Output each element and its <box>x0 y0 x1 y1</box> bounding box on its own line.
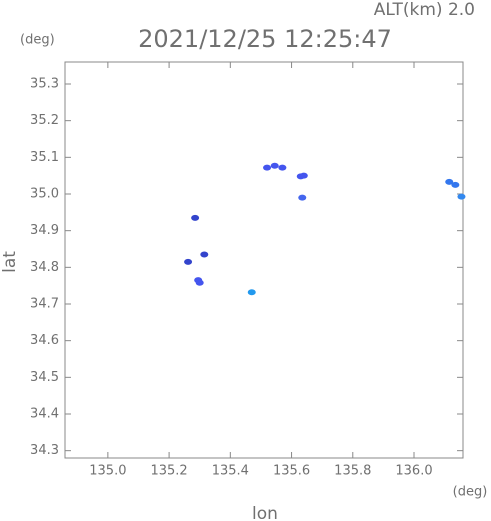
y-tick-label: 34.9 <box>30 223 59 238</box>
echo <box>299 172 308 179</box>
echo <box>195 279 204 286</box>
echo <box>247 289 256 296</box>
echo <box>263 164 272 171</box>
echo <box>445 178 454 185</box>
x-tick-label: 135.0 <box>89 464 126 479</box>
y-tick-label: 34.8 <box>30 260 59 275</box>
y-tick-label: 35.1 <box>30 150 59 165</box>
y-tick-label: 35.3 <box>30 77 59 92</box>
x-tick-label: 135.6 <box>273 464 310 479</box>
x-axis-label: lon <box>252 504 278 521</box>
x-tick-label: 135.2 <box>150 464 187 479</box>
y-tick-label: 34.5 <box>30 370 59 385</box>
chart-title: 2021/12/25 12:25:47 <box>138 25 392 53</box>
y-tick-label: 34.7 <box>30 297 59 312</box>
echo <box>191 214 200 221</box>
echo <box>270 162 279 169</box>
altitude-label: ALT(km) 2.0 <box>374 0 475 20</box>
y-tick-label: 35.0 <box>30 187 59 202</box>
x-tick-label: 136.0 <box>395 464 432 479</box>
x-tick-label: 135.4 <box>212 464 249 479</box>
x-tick-label: 135.8 <box>334 464 371 479</box>
echo <box>200 251 209 258</box>
echo <box>184 258 193 265</box>
y-tick-label: 34.6 <box>30 333 59 348</box>
echo <box>278 164 287 171</box>
y-axis-label: lat <box>0 251 20 273</box>
y-tick-label: 34.4 <box>30 407 59 422</box>
y-tick-label: 35.2 <box>30 113 59 128</box>
y-unit: (deg) <box>20 33 55 48</box>
echo <box>457 193 466 200</box>
echo <box>451 181 460 188</box>
x-unit: (deg) <box>453 485 488 500</box>
plot-frame <box>64 61 464 459</box>
y-tick-label: 34.3 <box>30 443 59 458</box>
echo <box>298 194 307 201</box>
